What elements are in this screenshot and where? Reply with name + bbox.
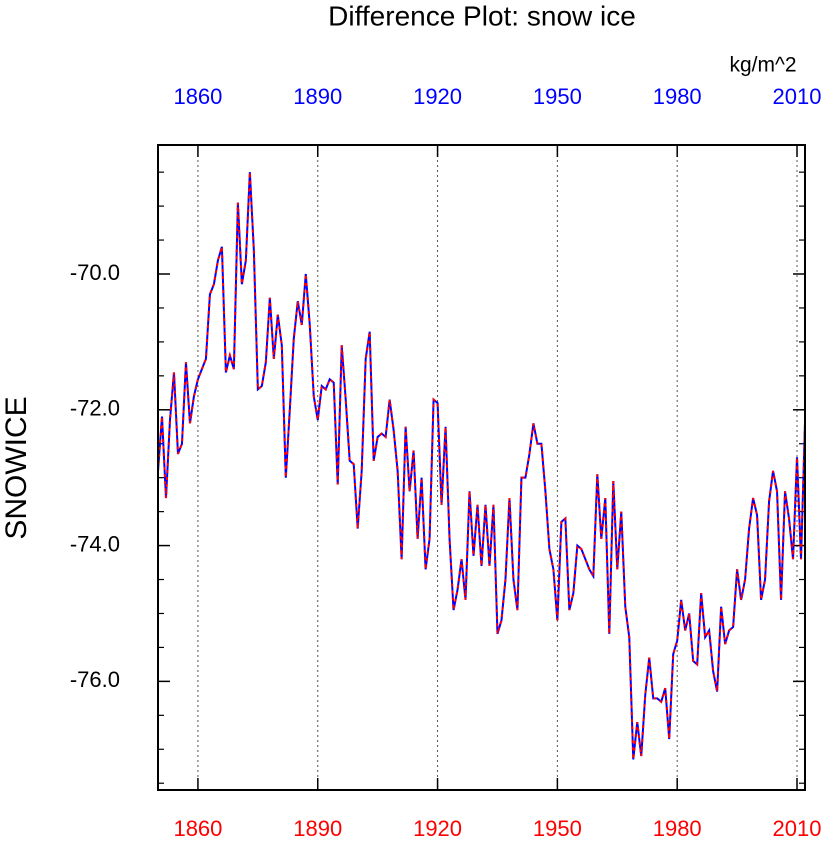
x-tick-label: 1920 [413, 816, 462, 841]
x-tick-label: 1980 [653, 816, 702, 841]
x-tick-label: 1890 [293, 816, 342, 841]
data-line-dashed [157, 172, 806, 760]
x-tick-label-top: 1920 [413, 84, 462, 109]
x-tick-label: 2010 [773, 816, 822, 841]
y-tick-label: -74.0 [70, 531, 120, 556]
x-tick-label-top: 1980 [653, 84, 702, 109]
x-tick-label-top: 2010 [773, 84, 822, 109]
chart-title: Difference Plot: snow ice [328, 0, 636, 31]
x-tick-label: 1860 [173, 816, 222, 841]
y-axis-label: SNOWICE [0, 396, 33, 539]
x-tick-label: 1950 [533, 816, 582, 841]
x-tick-label-top: 1890 [293, 84, 342, 109]
units-label: kg/m^2 [729, 54, 796, 77]
y-tick-label: -72.0 [70, 396, 120, 421]
y-tick-label: -76.0 [70, 667, 120, 692]
x-tick-label-top: 1860 [173, 84, 222, 109]
x-tick-label-top: 1950 [533, 84, 582, 109]
y-tick-label: -70.0 [70, 260, 120, 285]
plot-frame [157, 144, 806, 791]
